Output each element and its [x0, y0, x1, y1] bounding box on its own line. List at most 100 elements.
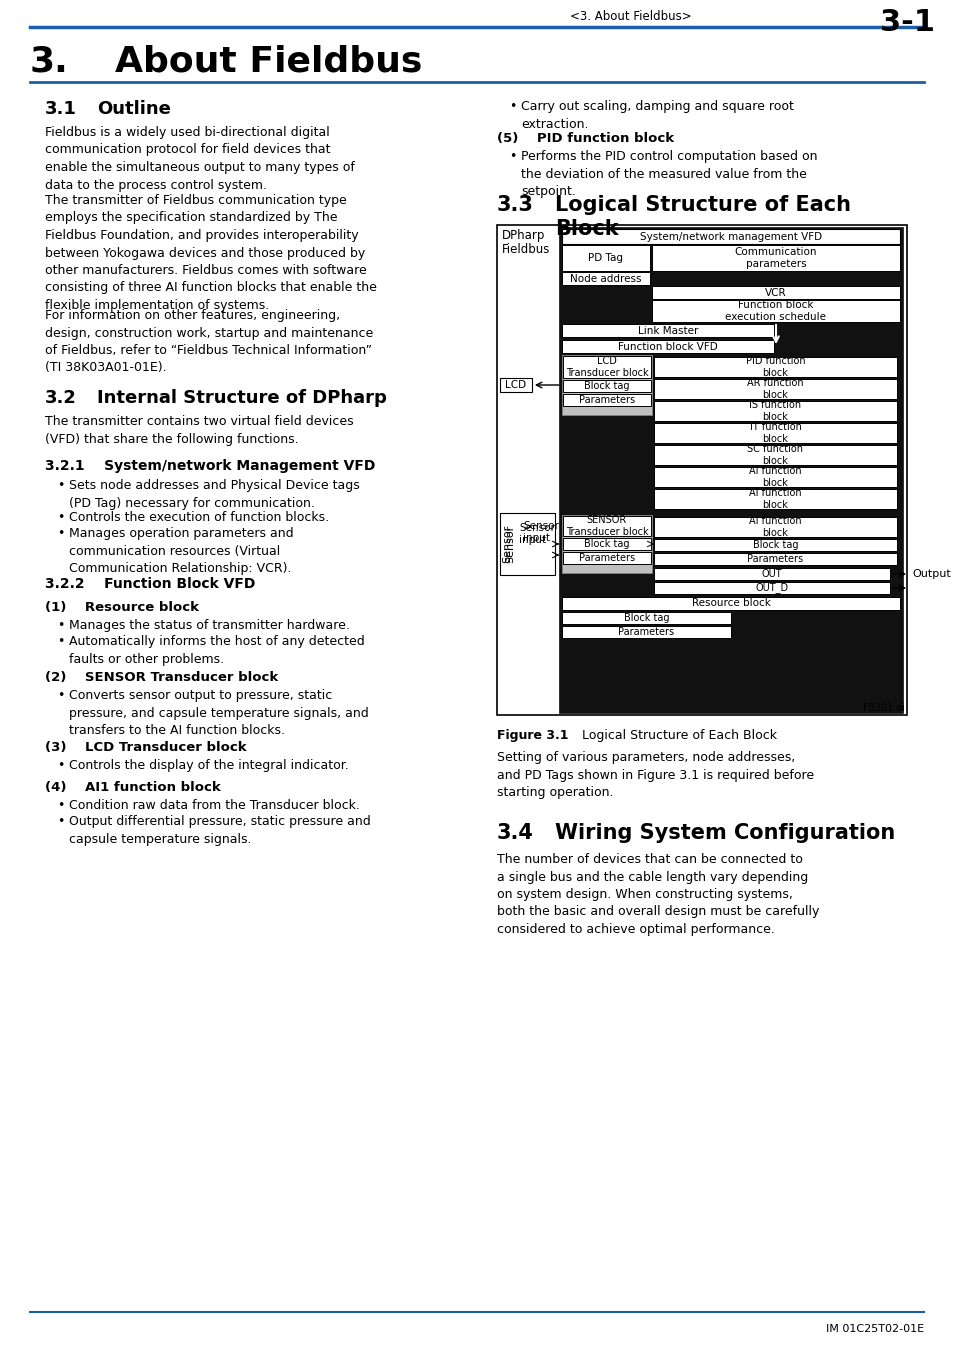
Text: Block tag: Block tag — [752, 540, 798, 549]
Text: 3.1: 3.1 — [45, 100, 77, 117]
Text: Fieldbus is a widely used bi-directional digital
communication protocol for fiel: Fieldbus is a widely used bi-directional… — [45, 126, 355, 192]
Text: Logical Structure of Each Block: Logical Structure of Each Block — [581, 729, 776, 742]
Text: AI function
block: AI function block — [748, 466, 801, 487]
Bar — [651, 300, 899, 323]
Text: (3)    LCD Transducer block: (3) LCD Transducer block — [45, 741, 247, 755]
Text: <3. About Fieldbus>: <3. About Fieldbus> — [569, 9, 691, 23]
Text: Manages operation parameters and
communication resources (Virtual
Communication : Manages operation parameters and communi… — [69, 526, 294, 575]
Bar — [654, 582, 889, 594]
Text: Parameters: Parameters — [578, 396, 635, 405]
Text: IM 01C25T02-01E: IM 01C25T02-01E — [825, 1324, 923, 1334]
Bar — [561, 244, 649, 271]
Text: Performs the PID control computation based on
the deviation of the measured valu: Performs the PID control computation bas… — [520, 150, 817, 198]
Text: DPharp: DPharp — [501, 230, 545, 242]
Text: (1)    Resource block: (1) Resource block — [45, 601, 199, 614]
Bar — [499, 513, 555, 575]
Text: Block: Block — [555, 219, 618, 239]
Text: Converts sensor output to pressure, static
pressure, and capsule temperature sig: Converts sensor output to pressure, stat… — [69, 688, 369, 737]
Bar — [561, 340, 773, 352]
Text: PID function
block: PID function block — [745, 356, 804, 378]
Text: Sensor: Sensor — [504, 525, 515, 563]
Text: Link Master: Link Master — [638, 325, 698, 336]
Bar — [654, 423, 896, 443]
Bar — [561, 324, 773, 338]
Bar — [654, 467, 896, 487]
Bar — [651, 286, 899, 298]
Bar — [654, 489, 896, 509]
Bar — [561, 514, 651, 572]
Text: Block tag: Block tag — [583, 381, 629, 392]
Text: •: • — [57, 526, 64, 540]
Text: Parameters: Parameters — [578, 554, 635, 563]
Text: input: input — [522, 533, 550, 543]
Text: IS function
block: IS function block — [749, 400, 801, 421]
Text: OUT: OUT — [760, 568, 781, 579]
Text: (5)    PID function block: (5) PID function block — [497, 132, 674, 144]
Text: Outline: Outline — [97, 100, 171, 117]
Text: •: • — [509, 100, 516, 113]
Text: •: • — [57, 620, 64, 632]
Text: Block tag: Block tag — [623, 613, 669, 622]
Bar — [654, 401, 896, 421]
Text: LCD
Transducer block: LCD Transducer block — [565, 356, 648, 378]
Text: SENSOR
Transducer block: SENSOR Transducer block — [565, 516, 648, 537]
Text: •: • — [57, 815, 64, 828]
Bar — [561, 355, 651, 414]
Text: Sensor: Sensor — [518, 522, 555, 533]
Bar — [562, 516, 650, 536]
Text: Function block
execution schedule: Function block execution schedule — [724, 300, 825, 323]
Bar — [654, 356, 896, 377]
Text: 3.2: 3.2 — [45, 389, 77, 406]
Text: The transmitter of Fieldbus communication type
employs the specification standar: The transmitter of Fieldbus communicatio… — [45, 194, 376, 312]
Text: Communication
parameters: Communication parameters — [734, 247, 817, 269]
Text: Condition raw data from the Transducer block.: Condition raw data from the Transducer b… — [69, 799, 359, 811]
Text: •: • — [57, 634, 64, 648]
Text: System/network management VFD: System/network management VFD — [639, 231, 821, 242]
Text: VCR: VCR — [764, 288, 786, 297]
Text: Figure 3.1: Figure 3.1 — [497, 729, 568, 742]
Text: LCD: LCD — [505, 379, 526, 390]
Text: Sets node addresses and Physical Device tags
(PD Tag) necessary for communicatio: Sets node addresses and Physical Device … — [69, 479, 359, 509]
Bar — [562, 379, 650, 391]
Text: Function block VFD: Function block VFD — [618, 342, 717, 351]
Text: 3.4: 3.4 — [497, 824, 534, 842]
Text: IT function
block: IT function block — [749, 423, 801, 444]
Text: •: • — [509, 150, 516, 163]
Text: Automatically informs the host of any detected
faults or other problems.: Automatically informs the host of any de… — [69, 634, 364, 666]
Text: Node address: Node address — [570, 274, 641, 284]
Text: AR function
block: AR function block — [746, 378, 803, 400]
Bar — [561, 597, 899, 610]
Text: About Fieldbus: About Fieldbus — [115, 45, 422, 80]
Bar — [651, 244, 899, 271]
Text: 3.2.2    Function Block VFD: 3.2.2 Function Block VFD — [45, 576, 255, 591]
Bar — [654, 554, 896, 566]
Bar — [561, 626, 730, 639]
Text: Fieldbus: Fieldbus — [501, 243, 550, 256]
Text: Setting of various parameters, node addresses,
and PD Tags shown in Figure 3.1 i: Setting of various parameters, node addr… — [497, 751, 813, 799]
Text: OUT_D: OUT_D — [755, 583, 788, 594]
Bar — [654, 517, 896, 537]
Text: Block tag: Block tag — [583, 539, 629, 549]
Text: For information on other features, engineering,
design, construction work, start: For information on other features, engin… — [45, 309, 373, 374]
Bar — [561, 271, 649, 285]
Text: Resource block: Resource block — [691, 598, 770, 609]
Text: •: • — [57, 688, 64, 702]
Text: 3.2.1    System/network Management VFD: 3.2.1 System/network Management VFD — [45, 459, 375, 472]
Text: •: • — [57, 512, 64, 524]
Bar — [562, 539, 650, 549]
Bar — [561, 230, 899, 244]
Text: Internal Structure of DPharp: Internal Structure of DPharp — [97, 389, 387, 406]
Text: (2)    SENSOR Transducer block: (2) SENSOR Transducer block — [45, 671, 278, 684]
Text: Sensor: Sensor — [522, 521, 558, 531]
Text: Carry out scaling, damping and square root
extraction.: Carry out scaling, damping and square ro… — [520, 100, 793, 131]
Bar — [561, 612, 730, 624]
Bar — [562, 394, 650, 406]
Bar — [562, 552, 650, 564]
Text: F0301.ai: F0301.ai — [862, 703, 904, 713]
Text: 3-1: 3-1 — [879, 8, 934, 36]
Text: Sensor: Sensor — [501, 525, 512, 563]
Text: Output: Output — [911, 568, 950, 579]
Text: Parameters: Parameters — [618, 626, 674, 637]
Text: Wiring System Configuration: Wiring System Configuration — [555, 824, 894, 842]
Text: •: • — [57, 479, 64, 491]
